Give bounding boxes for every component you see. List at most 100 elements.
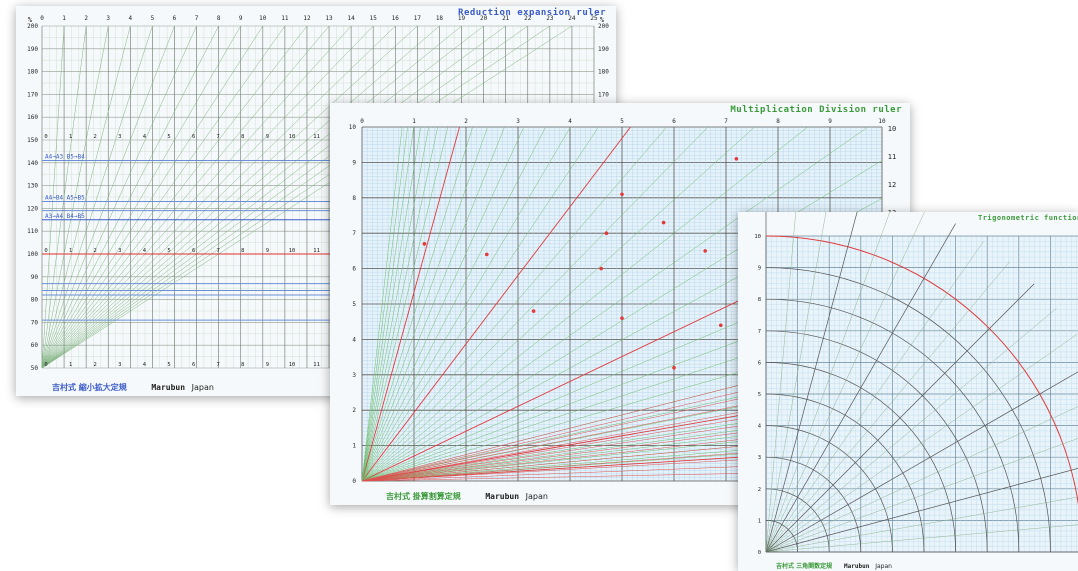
right-tick-label: 11 xyxy=(888,153,896,161)
row-tick-label: 11 xyxy=(313,134,320,140)
row-tick-label: 6 xyxy=(192,248,195,254)
row-tick-label: 0 xyxy=(44,248,47,254)
x-tick-label-top: 8 xyxy=(776,118,780,125)
trig-y-tick-label: 7 xyxy=(758,329,761,335)
x-tick-label-top: 4 xyxy=(568,118,572,125)
y-tick-label: 6 xyxy=(352,266,356,273)
row-tick-label: 3 xyxy=(118,248,121,254)
top-tick-label: 11 xyxy=(281,15,289,22)
trig-y-tick-label: 10 xyxy=(754,234,761,240)
row-tick-label: 8 xyxy=(241,248,244,254)
row-tick-label: 10 xyxy=(289,362,296,368)
top-tick-label: 20 xyxy=(480,15,488,22)
trigonometric-function-ruler-sheet: 0 1 2 3 4 5 6 7 8 9 10 Trigonometric function rule… xyxy=(738,212,1078,571)
row-tick-label: 6 xyxy=(192,134,195,140)
percent-unit-right: % xyxy=(600,16,605,24)
y-tick-label: 9 xyxy=(352,159,356,166)
row-tick-label: 3 xyxy=(118,134,121,140)
percent-tick-label: 60 xyxy=(31,342,39,349)
multiplication-footer-brand: Marubun xyxy=(485,492,520,501)
percent-tick-label: 170 xyxy=(27,91,38,98)
x-tick-label-top: 10 xyxy=(878,118,886,125)
reduction-ruler-footer: 吉村式 縮小拡大定規 Marubun Japan xyxy=(52,382,214,393)
multiplication-ruler-title: Multiplication Division ruler xyxy=(730,105,902,115)
trig-ruler-grid: 0 1 2 3 4 5 6 7 8 9 10 xyxy=(754,212,1078,556)
percent-unit-left: % xyxy=(28,16,33,24)
top-tick-label: 22 xyxy=(524,15,532,22)
multiplication-footer-jp: 吉村式 掛算割算定規 xyxy=(386,492,461,501)
percent-tick-label: 180 xyxy=(27,69,38,76)
row-tick-label: 0 xyxy=(44,362,47,368)
top-tick-label: 15 xyxy=(370,15,378,22)
row-tick-label: 8 xyxy=(241,134,244,140)
trig-y-tick-label: 1 xyxy=(758,518,761,524)
red-marker xyxy=(620,316,624,320)
percent-tick-label: 70 xyxy=(31,319,39,326)
row-tick-label: 4 xyxy=(143,248,147,254)
percent-tick-label: 110 xyxy=(27,228,38,235)
multiplication-footer-country: Japan xyxy=(525,492,548,501)
x-tick-label-top: 2 xyxy=(464,118,468,125)
percent-tick-label: 90 xyxy=(31,274,39,281)
red-marker xyxy=(703,249,707,253)
y-tick-label: 3 xyxy=(352,372,356,379)
trig-y-tick-label: 2 xyxy=(758,487,761,493)
paper-label-a4-a3: A4→A3 B5→B4 xyxy=(45,154,85,161)
top-tick-label: 13 xyxy=(325,15,333,22)
x-tick-label-top: 1 xyxy=(412,118,416,125)
red-marker xyxy=(422,242,427,246)
x-tick-label-top: 5 xyxy=(620,118,624,125)
row-tick-label: 2 xyxy=(94,134,97,140)
red-marker xyxy=(604,231,609,235)
trig-footer-brand: Marubun xyxy=(844,563,870,570)
percent-tick-label: 190 xyxy=(27,46,38,53)
top-tick-label: 24 xyxy=(568,15,576,22)
multiplication-ruler-footer: 吉村式 掛算割算定規 Marubun Japan xyxy=(386,491,548,502)
y-tick-label: 8 xyxy=(352,195,356,202)
trig-footer-country: Japan xyxy=(875,563,892,570)
row-tick-label: 2 xyxy=(94,248,97,254)
right-percent-tick-label: 190 xyxy=(598,46,609,53)
red-marker xyxy=(485,252,489,257)
top-tick-label: 2 xyxy=(84,15,88,22)
red-marker xyxy=(734,157,739,161)
row-tick-label: 7 xyxy=(217,362,220,368)
row-tick-label: 7 xyxy=(217,134,220,140)
red-marker xyxy=(620,192,624,197)
top-tick-label: 7 xyxy=(195,15,199,22)
row-tick-label: 7 xyxy=(217,248,220,254)
right-percent-tick-label: 170 xyxy=(598,91,609,98)
percent-tick-label: 50 xyxy=(31,365,39,372)
top-tick-label: 8 xyxy=(217,15,221,22)
row-tick-label: 3 xyxy=(118,362,121,368)
row-tick-label: 9 xyxy=(266,248,269,254)
red-marker xyxy=(531,309,536,313)
top-tick-label: 14 xyxy=(348,15,356,22)
percent-tick-label: 140 xyxy=(27,160,38,167)
top-tick-label: 23 xyxy=(546,15,554,22)
trig-footer-jp: 吉村式 三角関数定規 xyxy=(776,563,833,570)
trig-y-tick-label: 9 xyxy=(758,266,761,272)
top-tick-label: 5 xyxy=(151,15,155,22)
x-tick-label-top: 6 xyxy=(672,118,676,125)
trig-ruler-title: Trigonometric function ruler xyxy=(978,214,1078,222)
paper-label-a4-b4: A4→B4 A5→B5 xyxy=(45,195,85,202)
top-tick-label: 19 xyxy=(458,15,466,22)
reduction-ruler-title: Reduction expansion ruler xyxy=(458,8,606,18)
x-tick-label-top: 9 xyxy=(828,118,832,125)
top-tick-label: 10 xyxy=(259,15,267,22)
reduction-footer-brand: Marubun xyxy=(151,383,186,392)
row-tick-label: 9 xyxy=(266,362,269,368)
percent-tick-label: 150 xyxy=(27,137,38,144)
paper-label-a3-a4: A3→A4 B4→B5 xyxy=(45,213,85,220)
reduction-footer-country: Japan xyxy=(191,383,214,392)
row-tick-label: 4 xyxy=(143,362,147,368)
percent-tick-label: 160 xyxy=(27,114,38,121)
row-tick-label: 1 xyxy=(69,134,72,140)
row-tick-label: 6 xyxy=(192,362,195,368)
top-tick-label: 0 xyxy=(40,15,44,22)
x-tick-label-top: 7 xyxy=(724,118,728,125)
y-tick-label: 10 xyxy=(349,124,357,131)
y-tick-label: 2 xyxy=(352,407,356,414)
row-tick-label: 5 xyxy=(167,248,170,254)
